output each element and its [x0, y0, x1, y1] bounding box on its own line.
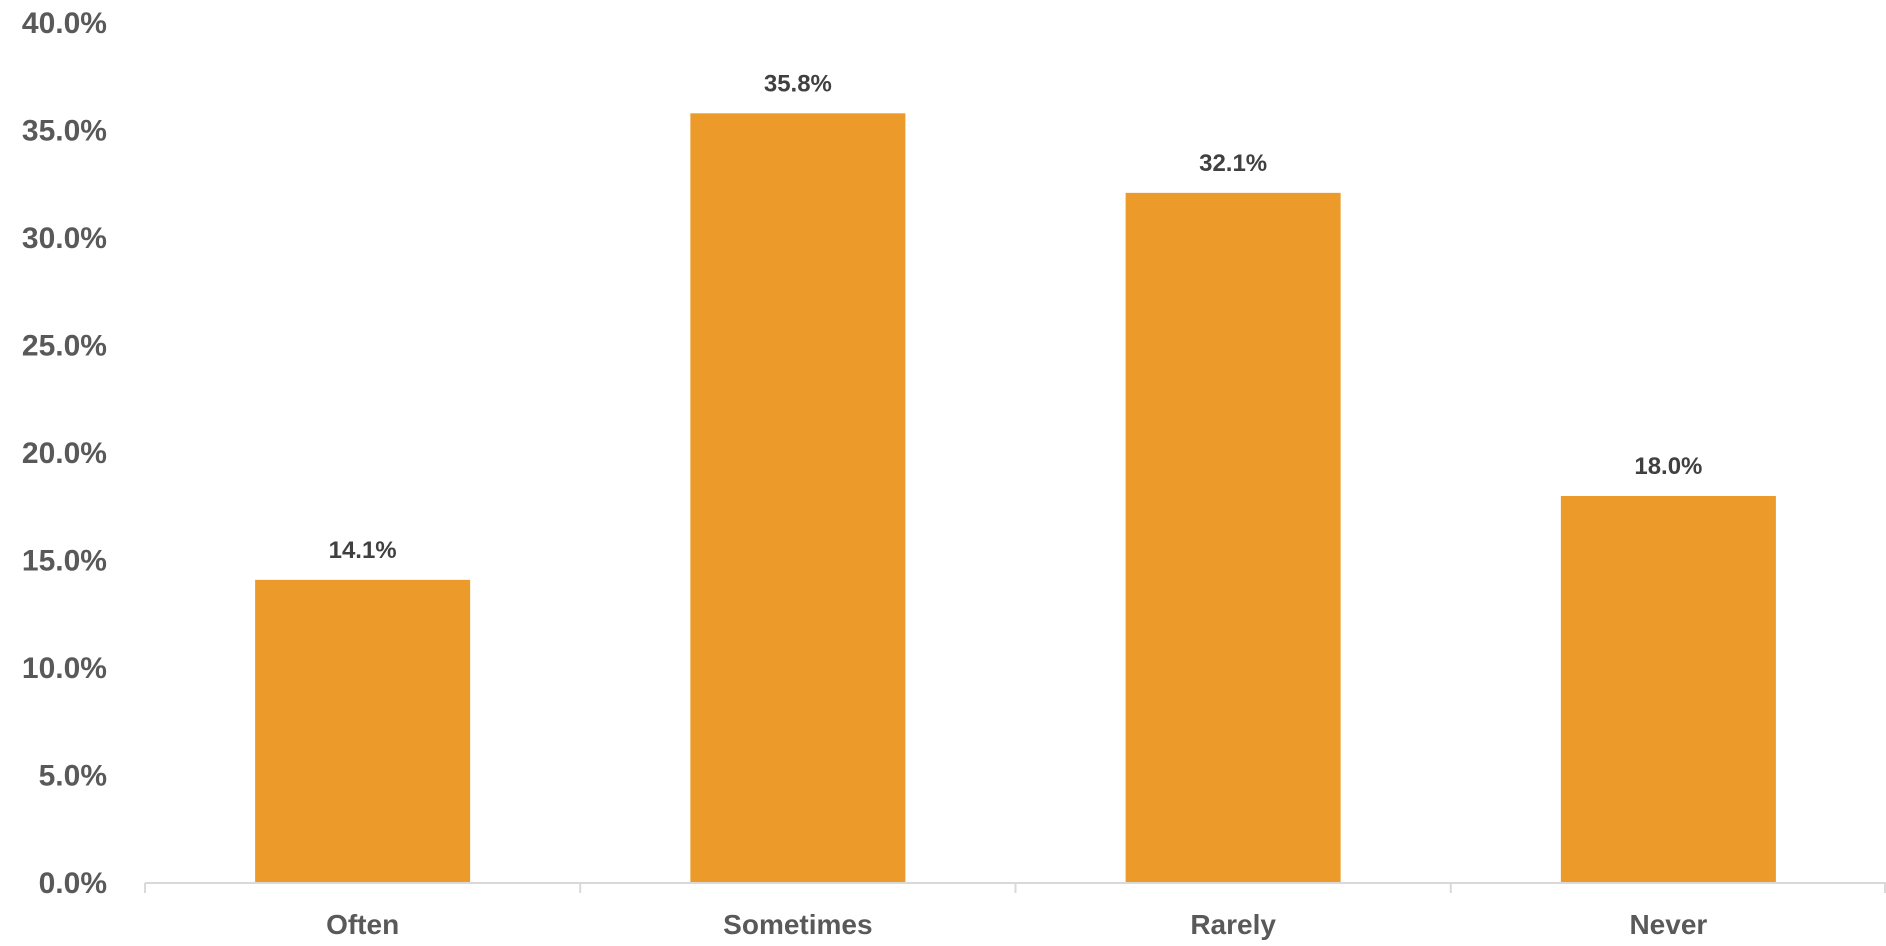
bar-series — [255, 113, 1776, 884]
bar — [690, 113, 906, 884]
bar — [1125, 192, 1341, 884]
x-axis-labels: Often Sometimes Rarely Never — [326, 909, 1707, 940]
x-category-label: Sometimes — [723, 909, 872, 940]
data-label: 35.8% — [764, 70, 832, 97]
data-label: 14.1% — [329, 537, 397, 564]
data-labels: 14.1% 35.8% 32.1% 18.0% — [329, 70, 1703, 564]
y-tick-label: 30.0% — [22, 222, 107, 255]
data-label: 18.0% — [1634, 453, 1702, 480]
y-tick-label: 15.0% — [22, 545, 107, 578]
bar — [255, 579, 471, 883]
y-tick-label: 0.0% — [39, 867, 107, 900]
x-category-label: Rarely — [1190, 909, 1276, 940]
x-category-label: Often — [326, 909, 399, 940]
y-tick-label: 10.0% — [22, 652, 107, 685]
y-axis-ticks: 0.0% 5.0% 10.0% 15.0% 20.0% 25.0% 30.0% 35.0% 40… — [22, 7, 107, 900]
bar — [1560, 496, 1776, 883]
x-axis — [144, 882, 1886, 893]
y-tick-label: 35.0% — [22, 115, 107, 148]
y-tick-label: 40.0% — [22, 7, 107, 40]
y-tick-label: 5.0% — [39, 760, 107, 793]
x-category-label: Never — [1629, 909, 1707, 940]
y-tick-label: 20.0% — [22, 437, 107, 470]
data-label: 32.1% — [1199, 150, 1267, 177]
y-tick-label: 25.0% — [22, 330, 107, 363]
